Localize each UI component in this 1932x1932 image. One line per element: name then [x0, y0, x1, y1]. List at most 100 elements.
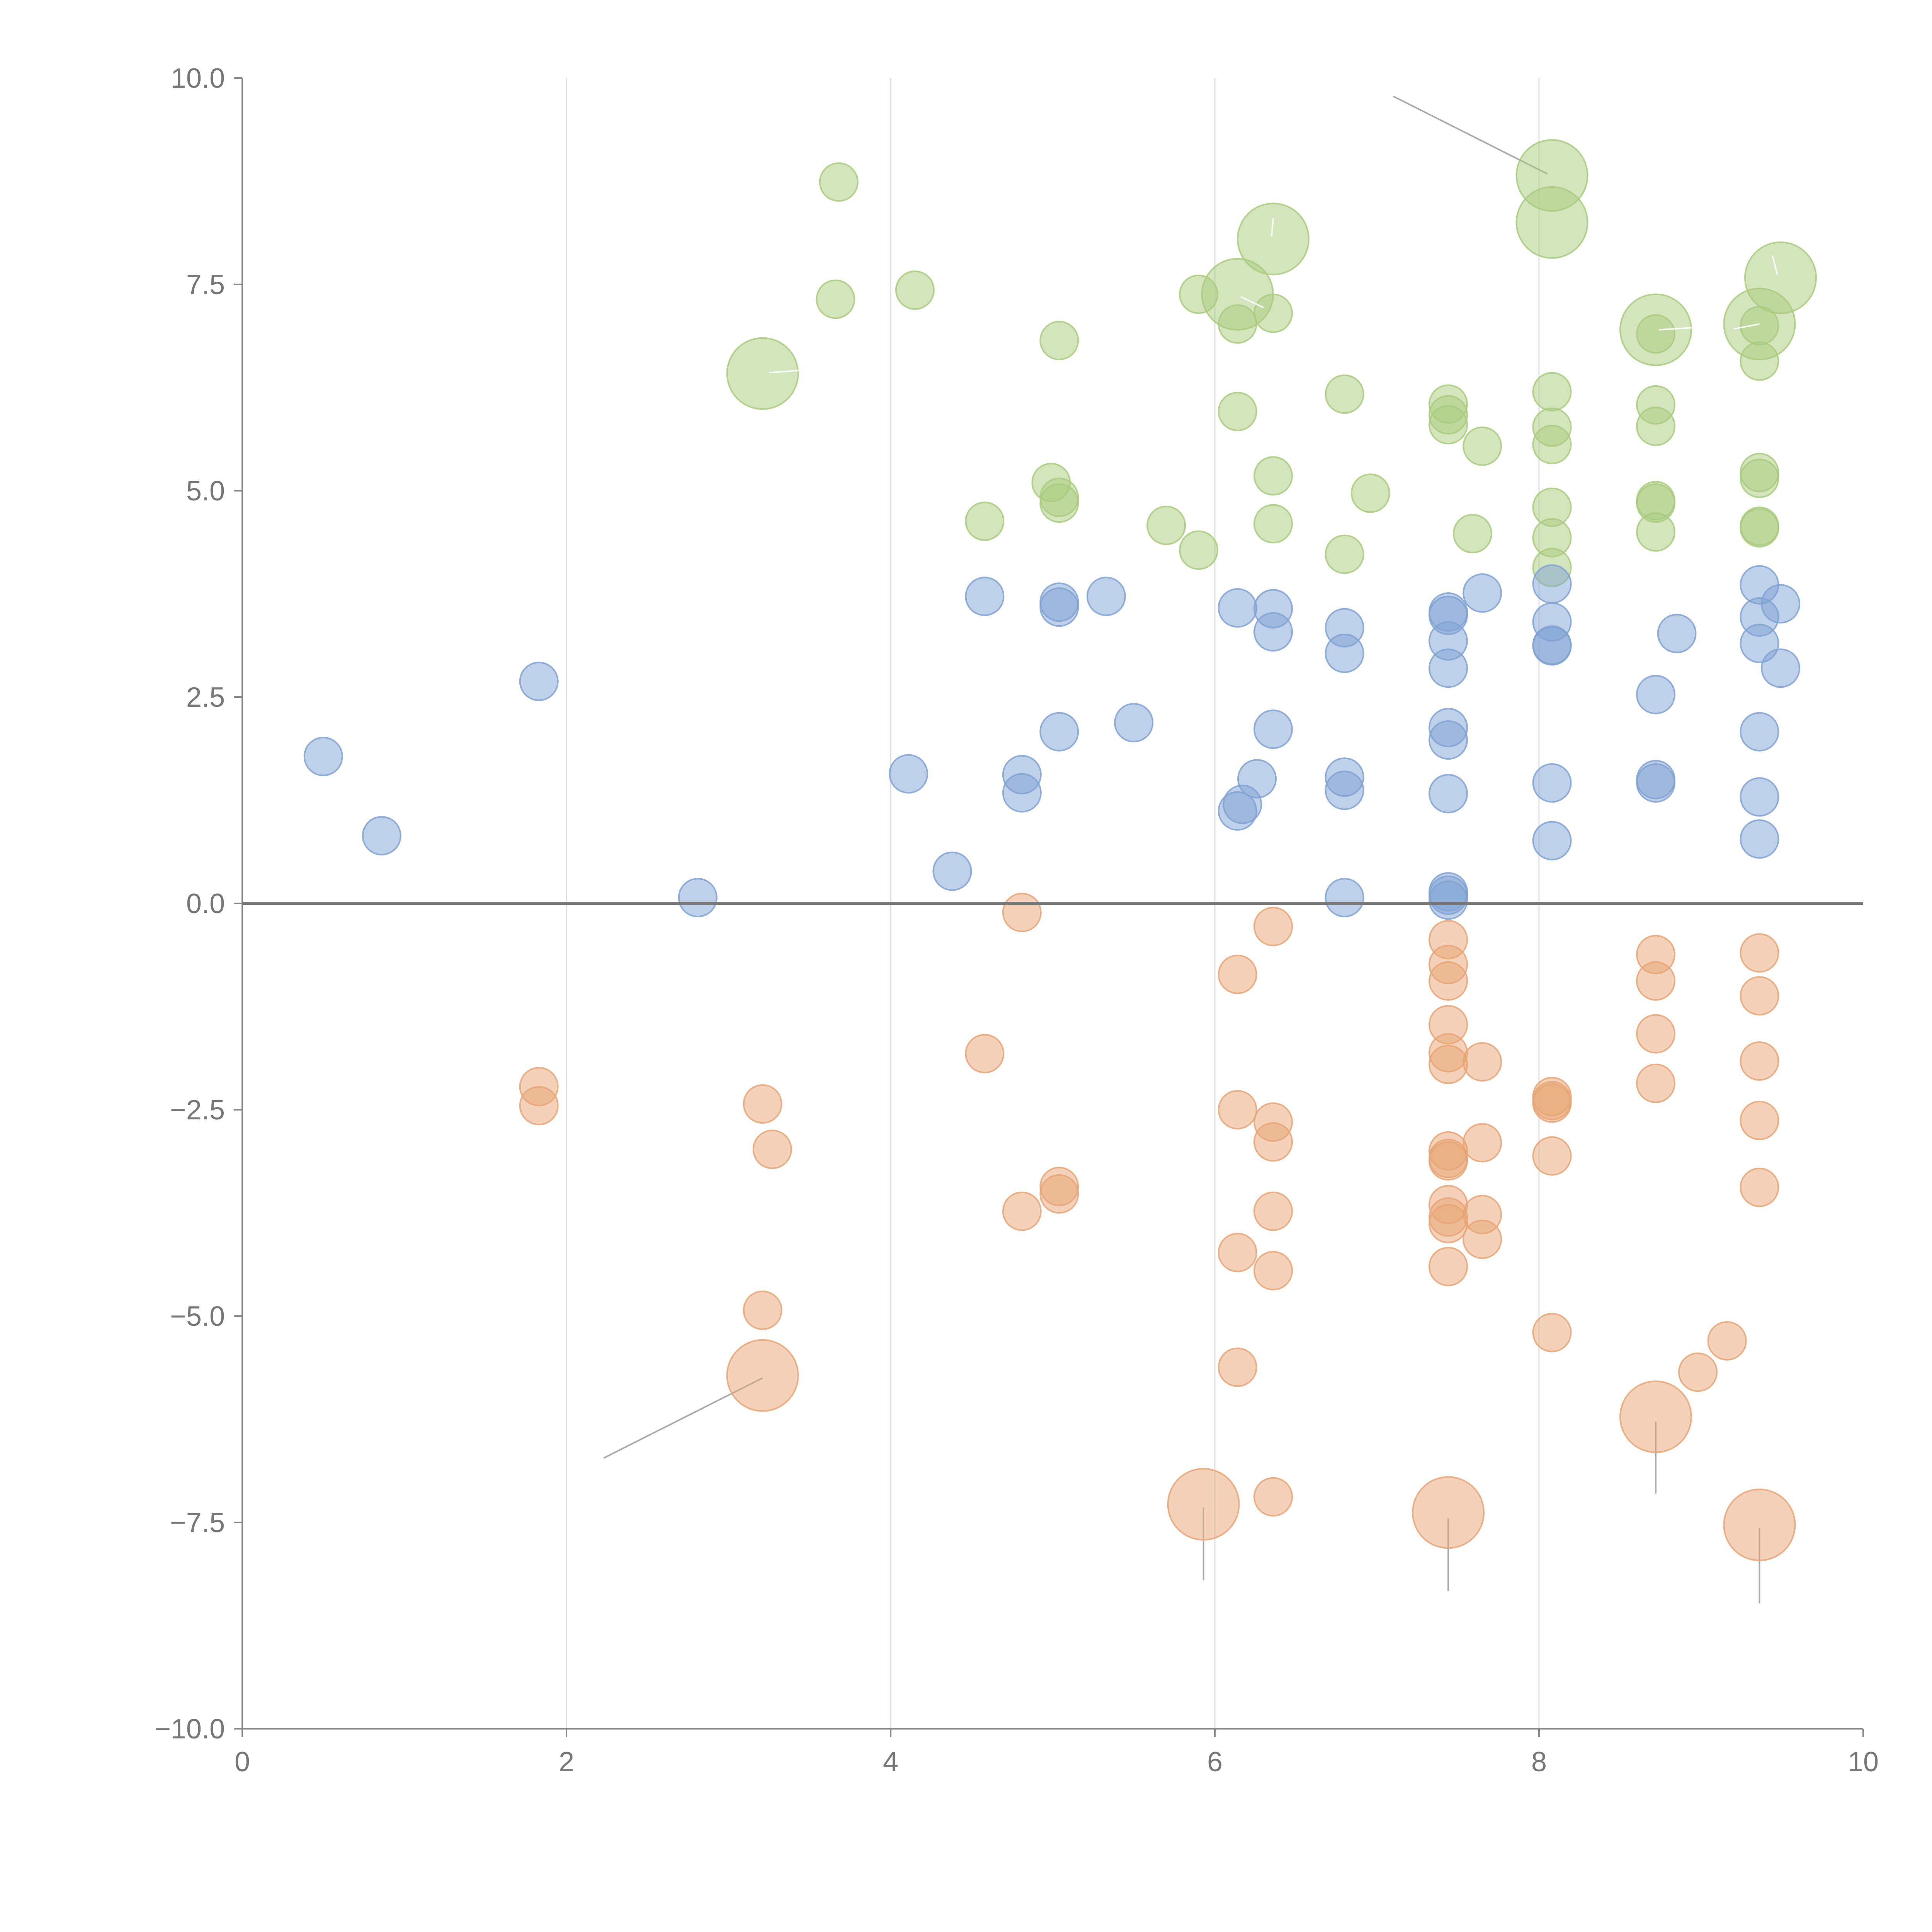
bubble-inner-mark-0	[769, 369, 802, 374]
blue-point	[362, 816, 401, 855]
blue-point	[889, 754, 929, 794]
orange-point	[1636, 1063, 1676, 1103]
y-tick-label: −2.5	[170, 1095, 225, 1126]
blue-point	[1218, 588, 1257, 628]
orange-point	[1253, 1251, 1293, 1291]
green-point	[1039, 483, 1079, 523]
green-point	[819, 162, 859, 202]
blue-point	[1237, 759, 1277, 799]
green-point	[1636, 406, 1676, 446]
green-point	[1463, 426, 1502, 466]
green-point	[1429, 395, 1468, 435]
orange-point	[1253, 906, 1293, 946]
orange-point	[743, 1084, 782, 1124]
green-point	[1350, 473, 1390, 513]
x-tick-label: 2	[559, 1747, 574, 1777]
x-tick-label: 6	[1207, 1747, 1223, 1777]
green-point	[1453, 514, 1493, 554]
bubble-inner-mark-5	[1772, 255, 1778, 275]
orange-point	[1253, 1122, 1293, 1162]
green-point	[1740, 458, 1779, 498]
orange-point	[1740, 1041, 1779, 1081]
bubble-inner-marks	[769, 218, 1778, 374]
orange-point	[1429, 1204, 1468, 1243]
data-points	[303, 139, 1817, 1561]
orange-point	[1740, 933, 1779, 973]
orange-point	[1429, 1044, 1468, 1084]
blue-point	[1532, 763, 1572, 803]
green-point	[1253, 504, 1293, 544]
orange-point	[1740, 976, 1779, 1016]
blue-point	[1761, 584, 1801, 624]
orange-point	[1039, 1174, 1079, 1214]
y-tick-label: 5.0	[186, 476, 225, 507]
y-tick-label: −5.0	[170, 1301, 225, 1332]
blue-point	[1429, 880, 1468, 920]
blue-point	[1463, 573, 1502, 613]
blue-point	[932, 851, 972, 891]
x-tick-label: 4	[883, 1747, 898, 1777]
green-point	[895, 270, 935, 310]
green-point	[1325, 374, 1364, 414]
orange-point	[1167, 1468, 1240, 1541]
y-tick-label: 7.5	[186, 269, 225, 300]
green-point	[1179, 530, 1219, 570]
blue-point	[965, 577, 1005, 616]
green-point	[1619, 293, 1692, 366]
blue-point	[1114, 703, 1154, 743]
y-tick-label: −7.5	[170, 1507, 225, 1538]
y-axis-ticks: 10.0 7.5 5.0 2.5 0.0 −2.5 −5.0 −7.5 −10.0	[155, 63, 242, 1745]
blue-point	[1039, 587, 1079, 627]
blue-point	[1740, 819, 1779, 859]
green-point	[1237, 202, 1310, 276]
orange-point	[1463, 1042, 1502, 1082]
blue-point	[1429, 774, 1468, 813]
blue-point	[1532, 821, 1572, 861]
blue-point	[1636, 675, 1676, 714]
blue-point	[1325, 878, 1364, 918]
blue-point	[1325, 770, 1364, 810]
orange-point	[1002, 893, 1042, 932]
blue-point	[519, 662, 559, 701]
green-point	[1532, 372, 1572, 412]
orange-point	[1740, 1100, 1779, 1140]
orange-point	[1218, 1347, 1257, 1387]
blue-point	[1002, 773, 1042, 813]
orange-point	[1429, 1247, 1468, 1286]
bubble-inner-mark-3	[1659, 327, 1698, 331]
blue-point	[1429, 720, 1468, 760]
blue-point	[1636, 763, 1676, 803]
green-point	[1146, 505, 1186, 545]
orange-point	[1002, 1191, 1042, 1231]
blue-point	[1253, 612, 1293, 652]
x-axis-ticks: 0 2 4 6 8 10	[235, 1729, 1879, 1777]
orange-point	[1412, 1476, 1485, 1549]
green-point	[1515, 186, 1588, 259]
orange-point	[1218, 1233, 1257, 1272]
orange-point	[1218, 954, 1257, 994]
orange-point	[1723, 1488, 1796, 1561]
blue-point	[1740, 712, 1779, 752]
green-point	[1740, 508, 1779, 548]
blue-point	[1740, 777, 1779, 817]
y-tick-label: −10.0	[155, 1714, 225, 1745]
green-point	[726, 337, 799, 410]
orange-point	[1253, 1191, 1293, 1231]
orange-point	[1463, 1219, 1502, 1259]
green-point	[1325, 534, 1364, 574]
bubble-inner-mark-4	[1733, 323, 1760, 330]
orange-point	[1619, 1380, 1692, 1453]
blue-point	[1039, 712, 1079, 752]
blue-point	[1325, 633, 1364, 673]
y-tick-label: 0.0	[186, 888, 225, 919]
x-tick-label: 10	[1848, 1747, 1879, 1777]
orange-point	[1740, 1167, 1779, 1207]
y-tick-label: 2.5	[186, 682, 225, 713]
orange-point	[1532, 1136, 1572, 1176]
blue-point	[1253, 709, 1293, 749]
orange-point	[752, 1129, 792, 1169]
orange-point	[1253, 1477, 1293, 1517]
orange-point	[1218, 1090, 1257, 1129]
x-tick-label: 8	[1531, 1747, 1547, 1777]
orange-point	[1429, 1141, 1468, 1181]
